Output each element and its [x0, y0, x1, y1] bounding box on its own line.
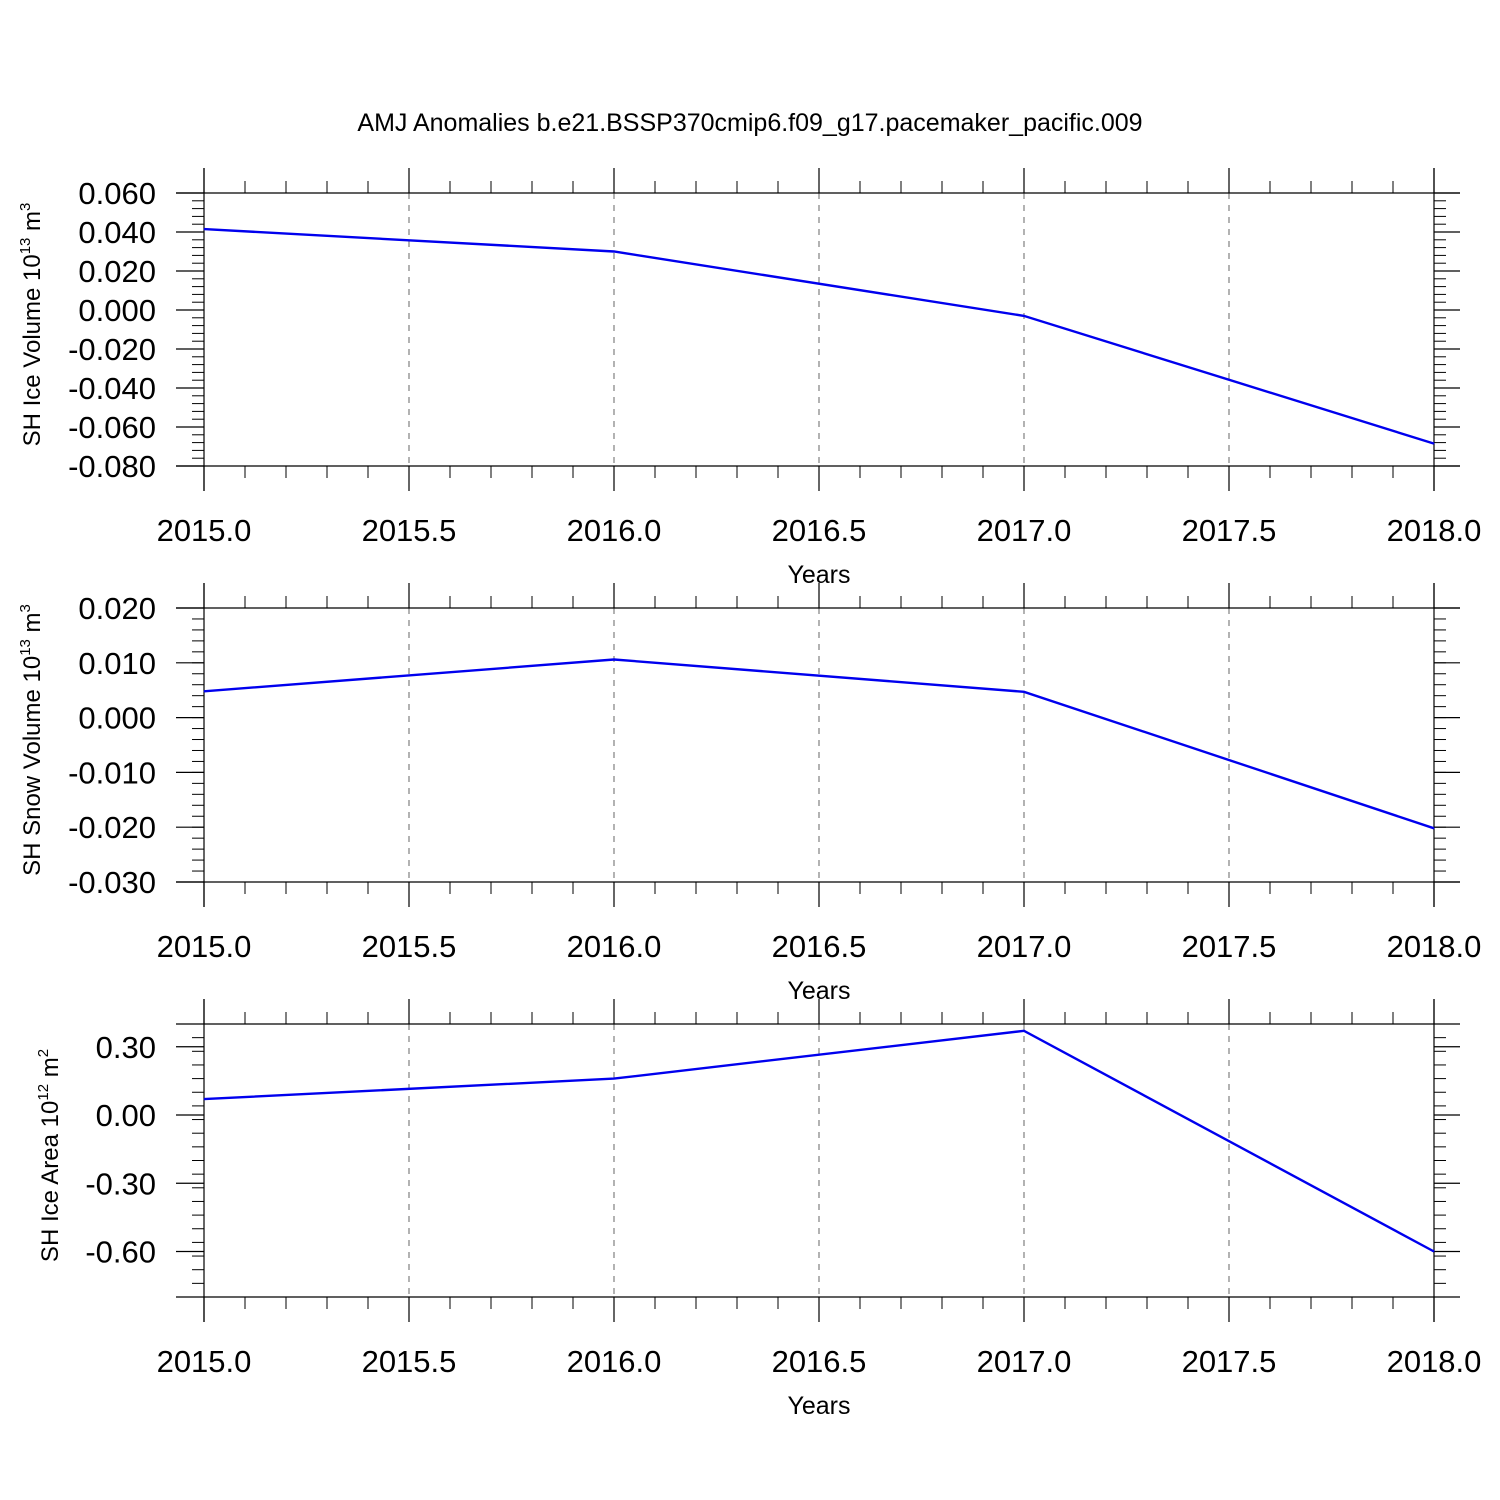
chart-panel-1: 2015.0 2015.5 2016.0 2016.5 2017.0 2017.5 2018… [17, 168, 1481, 589]
y-tick-label: -0.040 [68, 371, 156, 406]
x-tick-label: 2017.5 [1182, 513, 1277, 548]
y-axis-label-unit: m [19, 211, 46, 238]
y-tick-label: -0.060 [68, 410, 156, 445]
y-axis-label-unit: m [37, 1057, 64, 1084]
x-tick-label: 2016.0 [567, 513, 662, 548]
y-axis-label: SH Ice Volume 1013 m3 [17, 203, 46, 447]
chart-panel-3: 2015.0 2015.5 2016.0 2016.5 2017.0 2017.5 2018… [35, 999, 1481, 1420]
data-point [1023, 1030, 1025, 1032]
data-point [203, 690, 205, 692]
y-tick-label: -0.60 [85, 1235, 156, 1270]
data-point [1433, 1251, 1435, 1252]
y-tick-label: 0.060 [78, 176, 156, 211]
data-point [1023, 315, 1025, 317]
x-tick-label: 2017.0 [977, 929, 1072, 964]
x-tick-label: 2015.5 [362, 929, 457, 964]
data-point [1023, 691, 1025, 693]
data-point [613, 1078, 615, 1080]
x-tick-label: 2017.0 [977, 513, 1072, 548]
series-line [203, 658, 1435, 830]
y-axis-label-text: SH Ice Area 10 [37, 1101, 64, 1262]
y-tick-label: -0.010 [68, 755, 156, 790]
series-line [203, 227, 1435, 445]
data-point [1433, 827, 1435, 829]
y-axis-label-unit-exponent: 3 [17, 203, 34, 211]
x-tick-label: 2015.5 [362, 513, 457, 548]
x-tick-label: 2016.0 [567, 929, 662, 964]
y-tick-label: -0.030 [68, 865, 156, 900]
x-tick-label: 2015.0 [157, 1344, 252, 1379]
y-tick-label: 0.000 [78, 293, 156, 328]
y-tick-label: -0.30 [85, 1166, 156, 1201]
x-tick-label: 2017.5 [1182, 929, 1277, 964]
series-line [203, 1029, 1435, 1253]
x-tick-label: 2018.0 [1387, 929, 1482, 964]
y-tick-label: -0.080 [68, 449, 156, 484]
x-axis-label: Years [787, 1392, 850, 1420]
y-axis-label-exponent: 13 [17, 639, 34, 656]
y-tick-label: 0.020 [78, 254, 156, 289]
y-tick-label: 0.000 [78, 701, 156, 736]
y-tick-label: 0.30 [96, 1030, 156, 1065]
data-point [203, 1098, 205, 1100]
data-point [1433, 443, 1435, 445]
y-axis-label-unit: m [19, 612, 46, 639]
x-tick-label: 2016.5 [772, 1344, 867, 1379]
y-axis-label-text: SH Snow Volume 10 [19, 656, 46, 876]
data-point [613, 251, 615, 252]
y-tick-label: -0.020 [68, 810, 156, 845]
data-point [203, 228, 205, 230]
y-tick-label: 0.00 [96, 1098, 156, 1133]
x-tick-label: 2015.5 [362, 1344, 457, 1379]
x-tick-label: 2016.5 [772, 929, 867, 964]
panels: 2015.0 2015.5 2016.0 2016.5 2017.0 2017.5 2018… [17, 168, 1481, 1420]
y-axis-label: SH Snow Volume 1013 m3 [17, 604, 46, 876]
x-tick-label: 2016.0 [567, 1344, 662, 1379]
y-tick-label: 0.010 [78, 646, 156, 681]
x-tick-label: 2016.5 [772, 513, 867, 548]
figure-title: AMJ Anomalies b.e21.BSSP370cmip6.f09_g17… [357, 109, 1142, 137]
y-tick-label: 0.020 [78, 591, 156, 626]
x-tick-label: 2017.0 [977, 1344, 1072, 1379]
x-tick-label: 2015.0 [157, 929, 252, 964]
x-tick-label: 2017.5 [1182, 1344, 1277, 1379]
y-tick-label: 0.040 [78, 215, 156, 250]
y-axis-label-unit-exponent: 3 [17, 604, 34, 612]
y-axis-label-text: SH Ice Volume 10 [19, 254, 46, 446]
x-tick-label: 2018.0 [1387, 513, 1482, 548]
y-axis-label-exponent: 12 [35, 1084, 52, 1101]
chart-panel-2: 2015.0 2015.5 2016.0 2016.5 2017.0 2017.5 2018… [17, 583, 1481, 1005]
data-point [613, 659, 615, 661]
y-axis-label-exponent: 13 [17, 238, 34, 255]
y-axis-label: SH Ice Area 1012 m2 [35, 1049, 64, 1262]
y-axis-label-unit-exponent: 2 [35, 1049, 52, 1057]
x-tick-label: 2018.0 [1387, 1344, 1482, 1379]
y-tick-label: -0.020 [68, 332, 156, 367]
x-tick-label: 2015.0 [157, 513, 252, 548]
